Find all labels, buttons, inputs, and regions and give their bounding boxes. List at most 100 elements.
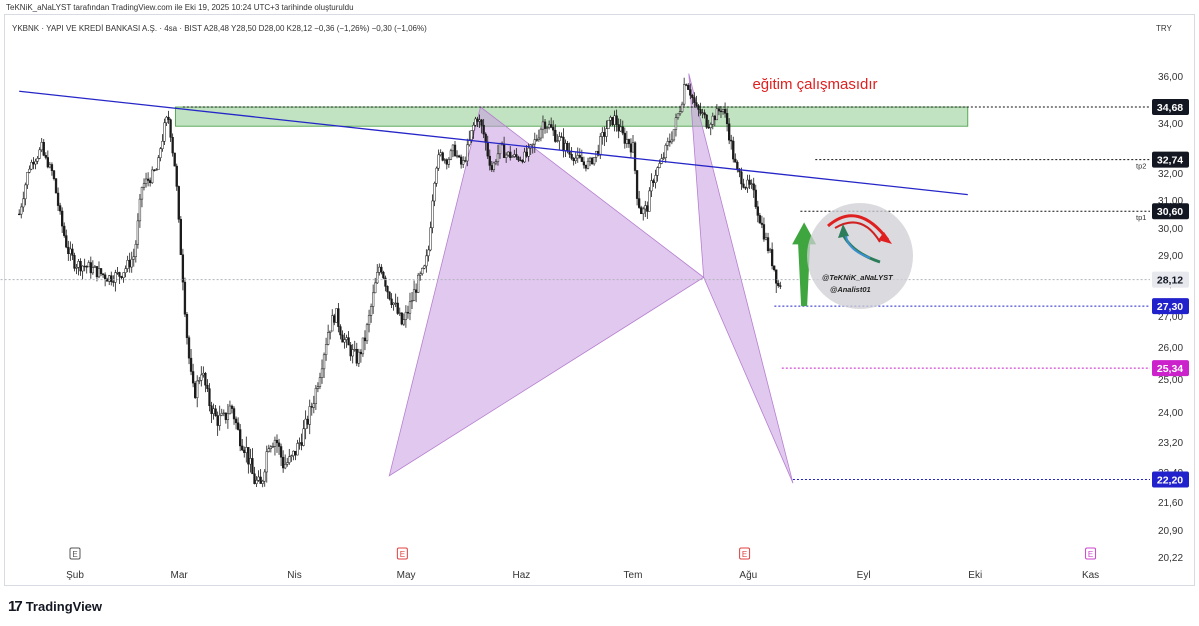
target-tag-tp2: tp2 [1136,162,1146,171]
candle-body [541,121,545,130]
watermark-circle [807,203,913,309]
candle-body [492,162,496,170]
price-badge-28,12: 28,12 [1157,275,1183,287]
candle-body [128,259,131,268]
candle-body [85,266,88,268]
candle-body [480,119,483,126]
y-tick-label: 26,00 [1158,343,1183,354]
candle-body [517,156,520,161]
candle-body [89,262,92,274]
candle-body [343,339,346,343]
candle-body [592,157,596,165]
candle-body [449,150,453,160]
candle-body [570,153,573,159]
candle-body [750,183,753,185]
candle-body [298,442,301,444]
earnings-marker-label: E [1088,550,1093,559]
candle-body [345,337,348,340]
candle-body [194,382,197,398]
candle-body [744,187,747,189]
candle-body [357,351,360,364]
candle-body [482,124,485,135]
candle-body [251,458,254,475]
candle-body [427,249,430,257]
candle-body [601,132,604,137]
candle-body [543,121,547,129]
candle-body [734,158,737,163]
candle-body [198,380,201,382]
candle-body [486,142,489,157]
candle-body [286,462,289,465]
price-badge-bg [1152,471,1189,488]
x-tick-label: Tem [624,570,643,581]
candle-body [627,139,631,145]
candle-body [144,178,148,184]
candle-body [670,139,674,143]
candle-body [38,149,41,159]
watermark-handle-2: @Analist01 [830,285,871,294]
price-badge-bg [1152,271,1189,288]
candle-body [165,116,168,124]
candle-body [204,372,207,386]
candle-body [779,285,782,287]
candle-body [691,95,694,98]
candle-body [50,164,54,171]
earnings-marker-icon [396,547,408,560]
tradingview-logo[interactable]: 17 TradingView [8,598,102,615]
candle-body [65,235,68,248]
candle-body [695,102,698,106]
candle-body [545,127,549,129]
candle-body [228,405,232,415]
price-badge-25,34: 25,34 [1157,363,1183,375]
earnings-marker-label: E [400,550,405,559]
candle-body [474,118,477,126]
candle-body [245,447,248,453]
candle-body [760,222,764,225]
candle-body [220,413,223,416]
candle-body [513,154,516,157]
candle-body [18,213,21,216]
candle-body [243,449,246,453]
candle-body [153,169,156,171]
price-badge-bg [1152,360,1189,377]
candle-body [376,272,379,284]
x-tick-label: Haz [513,570,531,581]
candle-body [666,141,669,146]
candle-body [296,443,299,456]
candle-body [241,445,244,451]
candle-body [457,155,461,158]
candle-body [308,406,311,425]
y-tick-label: 20,22 [1158,553,1183,564]
candle-body [200,374,203,381]
candle-body [218,414,221,426]
candle-body [775,269,778,284]
candle-body [656,167,659,176]
candle-body [284,463,287,469]
price-badge-bg [1152,203,1189,220]
candle-body [619,126,622,132]
candle-body [605,128,608,137]
candle-body [746,179,749,189]
candle-body [234,418,238,424]
candle-body [766,237,770,252]
candle-body [490,165,493,170]
candle-body [183,281,187,315]
candle-body [715,108,719,121]
x-tick-label: Kas [1082,570,1099,581]
candle-body [69,248,72,254]
candle-body [212,408,215,414]
earnings-marker-icon [69,547,81,560]
candle-body [267,448,270,452]
candle-body [777,283,780,286]
candle-body [249,458,252,465]
candle-body [99,268,103,274]
candle-body [22,198,25,208]
candle-body [83,265,86,268]
candle-body [762,224,766,240]
y-tick-label: 20,90 [1158,526,1183,537]
candle-body [136,220,140,245]
candle-body [226,413,230,420]
candle-body [459,156,463,165]
candle-body [324,344,328,356]
